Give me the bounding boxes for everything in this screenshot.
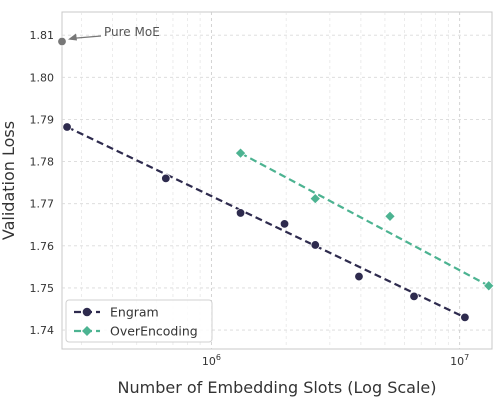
x-tick-label: 106 [202, 353, 221, 368]
data-point-overencoding [309, 192, 322, 205]
legend-label-engram: Engram [110, 305, 159, 320]
legend-marker-engram [82, 307, 92, 317]
data-point-engram [235, 208, 246, 218]
data-point-engram [62, 122, 72, 132]
series-overencoding [234, 147, 495, 292]
annotation-label: Pure MoE [104, 25, 160, 39]
x-tick-label: 107 [450, 353, 469, 368]
annotation-arrowhead [68, 33, 77, 41]
fit-line-engram [66, 126, 466, 319]
x-tick-labels: 106 107 [202, 353, 469, 368]
y-tick-label: 1.79 [30, 113, 55, 126]
y-tick-label: 1.81 [30, 29, 55, 42]
y-tick-label: 1.80 [30, 71, 55, 84]
grid [62, 12, 492, 349]
y-tick-label: 1.78 [30, 156, 55, 169]
y-tick-label: 1.76 [30, 240, 55, 253]
legend-box [65, 299, 213, 343]
series-engram [62, 122, 470, 323]
y-tick-labels: 1.74 1.75 1.76 1.77 1.78 1.79 1.80 1.81 [30, 29, 55, 337]
y-tick-label: 1.74 [30, 324, 55, 337]
legend-label-overencoding: OverEncoding [110, 324, 198, 339]
data-point-overencoding [482, 280, 495, 292]
data-point-engram [279, 219, 290, 229]
reference-point [57, 36, 67, 47]
pure-moe-annotation: Pure MoE [68, 25, 160, 41]
y-tick-label: 1.75 [30, 282, 55, 295]
data-point-overencoding [234, 147, 247, 159]
y-axis-label: Validation Loss [0, 121, 18, 240]
data-point-engram [310, 240, 320, 250]
series-layer [57, 36, 495, 323]
data-point-engram [161, 173, 171, 184]
y-tick-label: 1.77 [30, 198, 55, 211]
legend: Engram OverEncoding [65, 299, 213, 343]
data-point-overencoding [384, 210, 396, 223]
data-point-engram [354, 271, 364, 282]
plot-area [61, 11, 493, 350]
fit-line-overencoding [240, 152, 490, 287]
legend-marker-overencoding [82, 326, 92, 336]
x-axis-label: Number of Embedding Slots (Log Scale) [118, 378, 437, 397]
data-point-engram [409, 291, 419, 302]
data-point-engram [460, 312, 470, 323]
